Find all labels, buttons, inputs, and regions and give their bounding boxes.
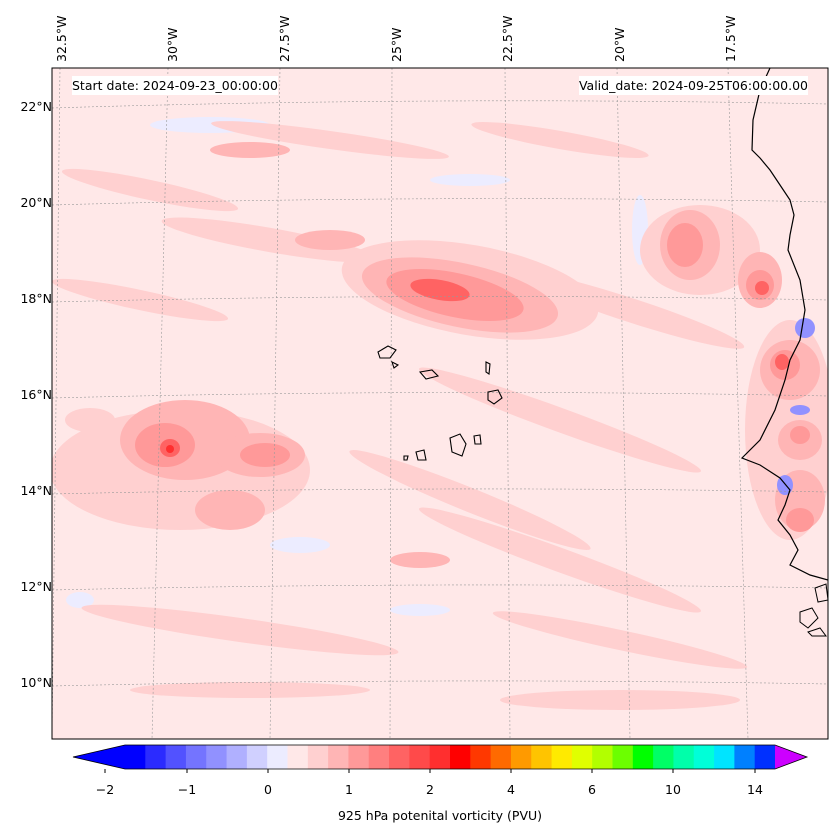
colorbar-swatch bbox=[409, 745, 431, 769]
start-date-label: Start date: 2024-09-23_00:00:00 bbox=[72, 76, 278, 95]
latitude-label: 20°N bbox=[20, 195, 52, 210]
colorbar-tick-label: 1 bbox=[345, 782, 353, 797]
longitude-label: 32.5°W bbox=[54, 15, 69, 62]
colorbar-swatch bbox=[551, 745, 573, 769]
map-frame bbox=[51, 67, 829, 740]
colorbar-swatch bbox=[510, 745, 532, 769]
colorbar-swatch bbox=[531, 745, 553, 769]
colorbar-frame bbox=[72, 744, 809, 770]
colorbar-swatch bbox=[267, 745, 288, 769]
colorbar-swatch bbox=[490, 745, 512, 769]
colorbar-swatch bbox=[592, 745, 613, 769]
coastal-islands bbox=[799, 583, 828, 637]
latitude-label: 14°N bbox=[20, 483, 52, 498]
latitude-label: 18°N bbox=[20, 291, 52, 306]
colorbar-under-arrow bbox=[73, 745, 125, 769]
longitude-label: 25°W bbox=[389, 27, 404, 62]
cape-verde-islands bbox=[377, 345, 503, 461]
colorbar-swatch bbox=[307, 745, 329, 769]
graticule bbox=[52, 68, 828, 739]
colorbar-swatch bbox=[348, 745, 370, 769]
colorbar-swatch bbox=[165, 745, 187, 769]
colorbar-swatch bbox=[734, 745, 756, 769]
pv-peak bbox=[160, 278, 789, 457]
colorbar-swatch bbox=[145, 745, 167, 769]
colorbar-title: 925 hPa potenital vorticity (PVU) bbox=[337, 808, 543, 823]
colorbar-swatch bbox=[206, 745, 228, 769]
colorbar-swatch bbox=[368, 745, 390, 769]
colorbar-swatch bbox=[612, 745, 634, 769]
coastline-africa bbox=[740, 68, 828, 581]
longitude-label: 27.5°W bbox=[277, 15, 292, 62]
colorbar-swatch bbox=[429, 745, 451, 769]
colorbar-swatch bbox=[389, 745, 410, 769]
colorbar-swatch bbox=[226, 745, 248, 769]
colorbar-swatch bbox=[470, 745, 492, 769]
latitude-label: 10°N bbox=[20, 675, 52, 690]
colorbar bbox=[72, 744, 809, 773]
valid-date-label: Valid_date: 2024-09-25T06:00:00.00 bbox=[578, 76, 808, 95]
pv-negative-patch bbox=[66, 592, 94, 608]
colorbar-over-arrow bbox=[775, 745, 807, 769]
colorbar-tick-label: 2 bbox=[426, 782, 434, 797]
pv-negative-patch bbox=[270, 537, 330, 553]
colorbar-tick-label: 4 bbox=[507, 782, 515, 797]
colorbar-swatch bbox=[450, 745, 471, 769]
latitude-label: 12°N bbox=[20, 579, 52, 594]
colorbar-swatch bbox=[328, 745, 349, 769]
colorbar-tick-label: 0 bbox=[264, 782, 272, 797]
latitude-label: 22°N bbox=[20, 99, 52, 114]
colorbar-tick-label: 14 bbox=[747, 782, 763, 797]
colorbar-swatch bbox=[246, 745, 268, 769]
colorbar-tick-label: −2 bbox=[95, 782, 115, 797]
colorbar-swatch bbox=[287, 745, 309, 769]
longitude-label: 20°W bbox=[612, 27, 627, 62]
colorbar-swatch bbox=[693, 745, 715, 769]
colorbar-swatch bbox=[125, 745, 146, 769]
colorbar-tick-label: 10 bbox=[665, 782, 681, 797]
pv-negative-patch bbox=[430, 174, 510, 186]
latitude-label: 16°N bbox=[20, 387, 52, 402]
longitude-label: 30°W bbox=[165, 27, 180, 62]
colorbar-swatch bbox=[185, 745, 207, 769]
pv-max bbox=[166, 445, 174, 453]
pv-negative-patch bbox=[390, 604, 450, 616]
pv-field bbox=[52, 68, 828, 739]
colorbar-swatch bbox=[632, 745, 654, 769]
colorbar-swatch bbox=[754, 745, 776, 769]
longitude-label: 22.5°W bbox=[500, 15, 515, 62]
colorbar-swatch bbox=[714, 745, 735, 769]
colorbar-tick-label: 6 bbox=[588, 782, 596, 797]
colorbar-swatch bbox=[673, 745, 695, 769]
colorbar-swatch bbox=[653, 745, 674, 769]
longitude-label: 17.5°W bbox=[723, 15, 738, 62]
colorbar-swatch bbox=[571, 745, 593, 769]
colorbar-tick-label: −1 bbox=[177, 782, 197, 797]
